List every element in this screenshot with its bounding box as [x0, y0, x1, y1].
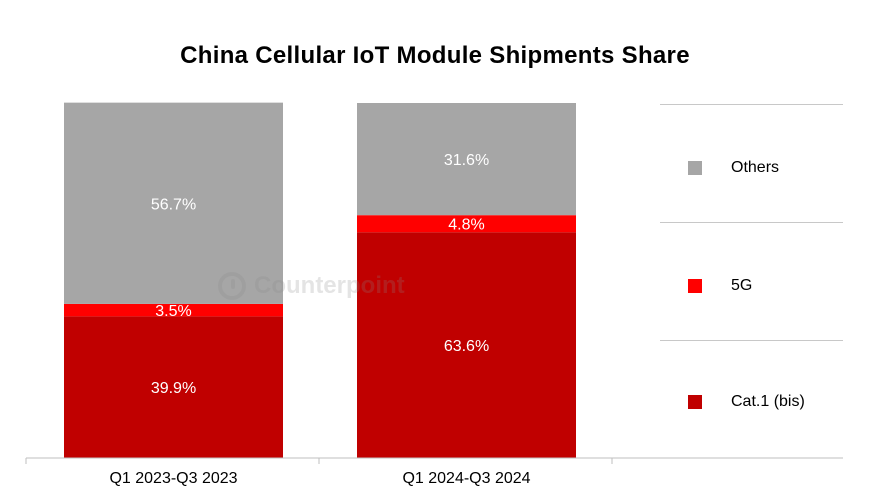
bar-segment-cat-1-bis--1 [64, 316, 283, 458]
legend-swatch-others [688, 161, 702, 175]
data-label: 39.9% [151, 380, 196, 397]
bar-segment-5g-1 [64, 303, 283, 317]
counterpoint-logo-icon [218, 272, 246, 300]
bar-segment-others-1 [64, 102, 283, 304]
chart-title: China Cellular IoT Module Shipments Shar… [180, 42, 690, 69]
counterpoint-watermark: Counterpoint [218, 268, 405, 304]
legend-label-5g: 5G [731, 277, 753, 294]
data-label: 31.6% [444, 152, 489, 169]
legend-divider [660, 340, 843, 341]
legend-label-others: Others [731, 159, 780, 176]
watermark-text: Counterpoint [254, 272, 405, 299]
legend-divider [660, 222, 843, 223]
bar-segment-cat-1-bis--2 [357, 232, 576, 458]
data-label: 4.8% [448, 217, 484, 234]
data-label: 3.5% [155, 303, 191, 320]
x-tick-label: Q1 2024-Q3 2024 [402, 470, 530, 487]
data-label: 63.6% [444, 338, 489, 355]
legend-item-5g: 5G [688, 277, 752, 295]
legend-label-cat1: Cat.1 (bis) [731, 393, 805, 410]
legend-item-others: Others [688, 159, 779, 177]
x-tick-label: Q1 2023-Q3 2023 [109, 470, 237, 487]
bar-segment-others-2 [357, 103, 576, 216]
legend-swatch-cat1 [688, 395, 702, 409]
legend-divider [660, 104, 843, 105]
data-label: 56.7% [151, 196, 196, 213]
legend-swatch-5g [688, 279, 702, 293]
bar-segment-5g-2 [357, 215, 576, 233]
legend-item-cat1: Cat.1 (bis) [688, 393, 805, 411]
